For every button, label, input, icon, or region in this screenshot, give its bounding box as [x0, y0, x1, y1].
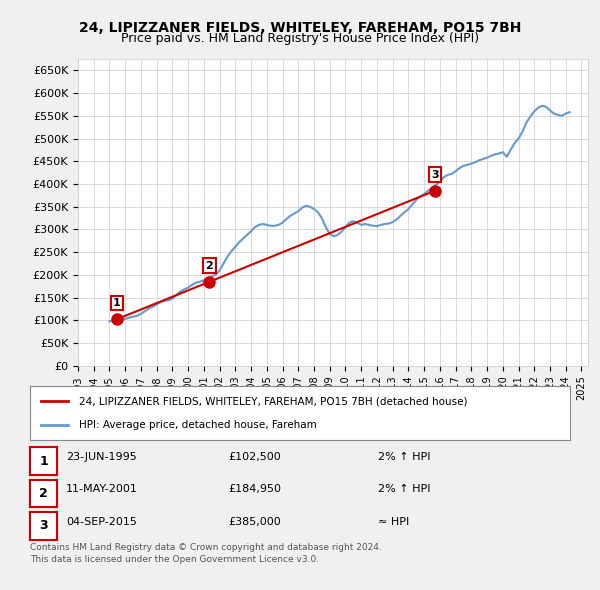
Text: 2: 2: [206, 261, 214, 271]
Text: £102,500: £102,500: [228, 452, 281, 462]
Text: ≈ HPI: ≈ HPI: [378, 517, 409, 527]
Text: Price paid vs. HM Land Registry's House Price Index (HPI): Price paid vs. HM Land Registry's House …: [121, 32, 479, 45]
Text: 1: 1: [39, 454, 48, 468]
Text: 24, LIPIZZANER FIELDS, WHITELEY, FAREHAM, PO15 7BH (detached house): 24, LIPIZZANER FIELDS, WHITELEY, FAREHAM…: [79, 396, 467, 407]
Text: 3: 3: [39, 519, 48, 533]
Text: HPI: Average price, detached house, Fareham: HPI: Average price, detached house, Fare…: [79, 419, 316, 430]
Text: 2: 2: [39, 487, 48, 500]
Text: £385,000: £385,000: [228, 517, 281, 527]
Text: 11-MAY-2001: 11-MAY-2001: [66, 484, 138, 494]
Text: 1: 1: [113, 298, 121, 308]
Text: 2% ↑ HPI: 2% ↑ HPI: [378, 452, 431, 462]
Text: 04-SEP-2015: 04-SEP-2015: [66, 517, 137, 527]
Text: 24, LIPIZZANER FIELDS, WHITELEY, FAREHAM, PO15 7BH: 24, LIPIZZANER FIELDS, WHITELEY, FAREHAM…: [79, 21, 521, 35]
Text: 3: 3: [431, 170, 439, 180]
Text: Contains HM Land Registry data © Crown copyright and database right 2024.: Contains HM Land Registry data © Crown c…: [30, 543, 382, 552]
Text: 23-JUN-1995: 23-JUN-1995: [66, 452, 137, 462]
Text: £184,950: £184,950: [228, 484, 281, 494]
Text: This data is licensed under the Open Government Licence v3.0.: This data is licensed under the Open Gov…: [30, 555, 319, 563]
Text: 2% ↑ HPI: 2% ↑ HPI: [378, 484, 431, 494]
